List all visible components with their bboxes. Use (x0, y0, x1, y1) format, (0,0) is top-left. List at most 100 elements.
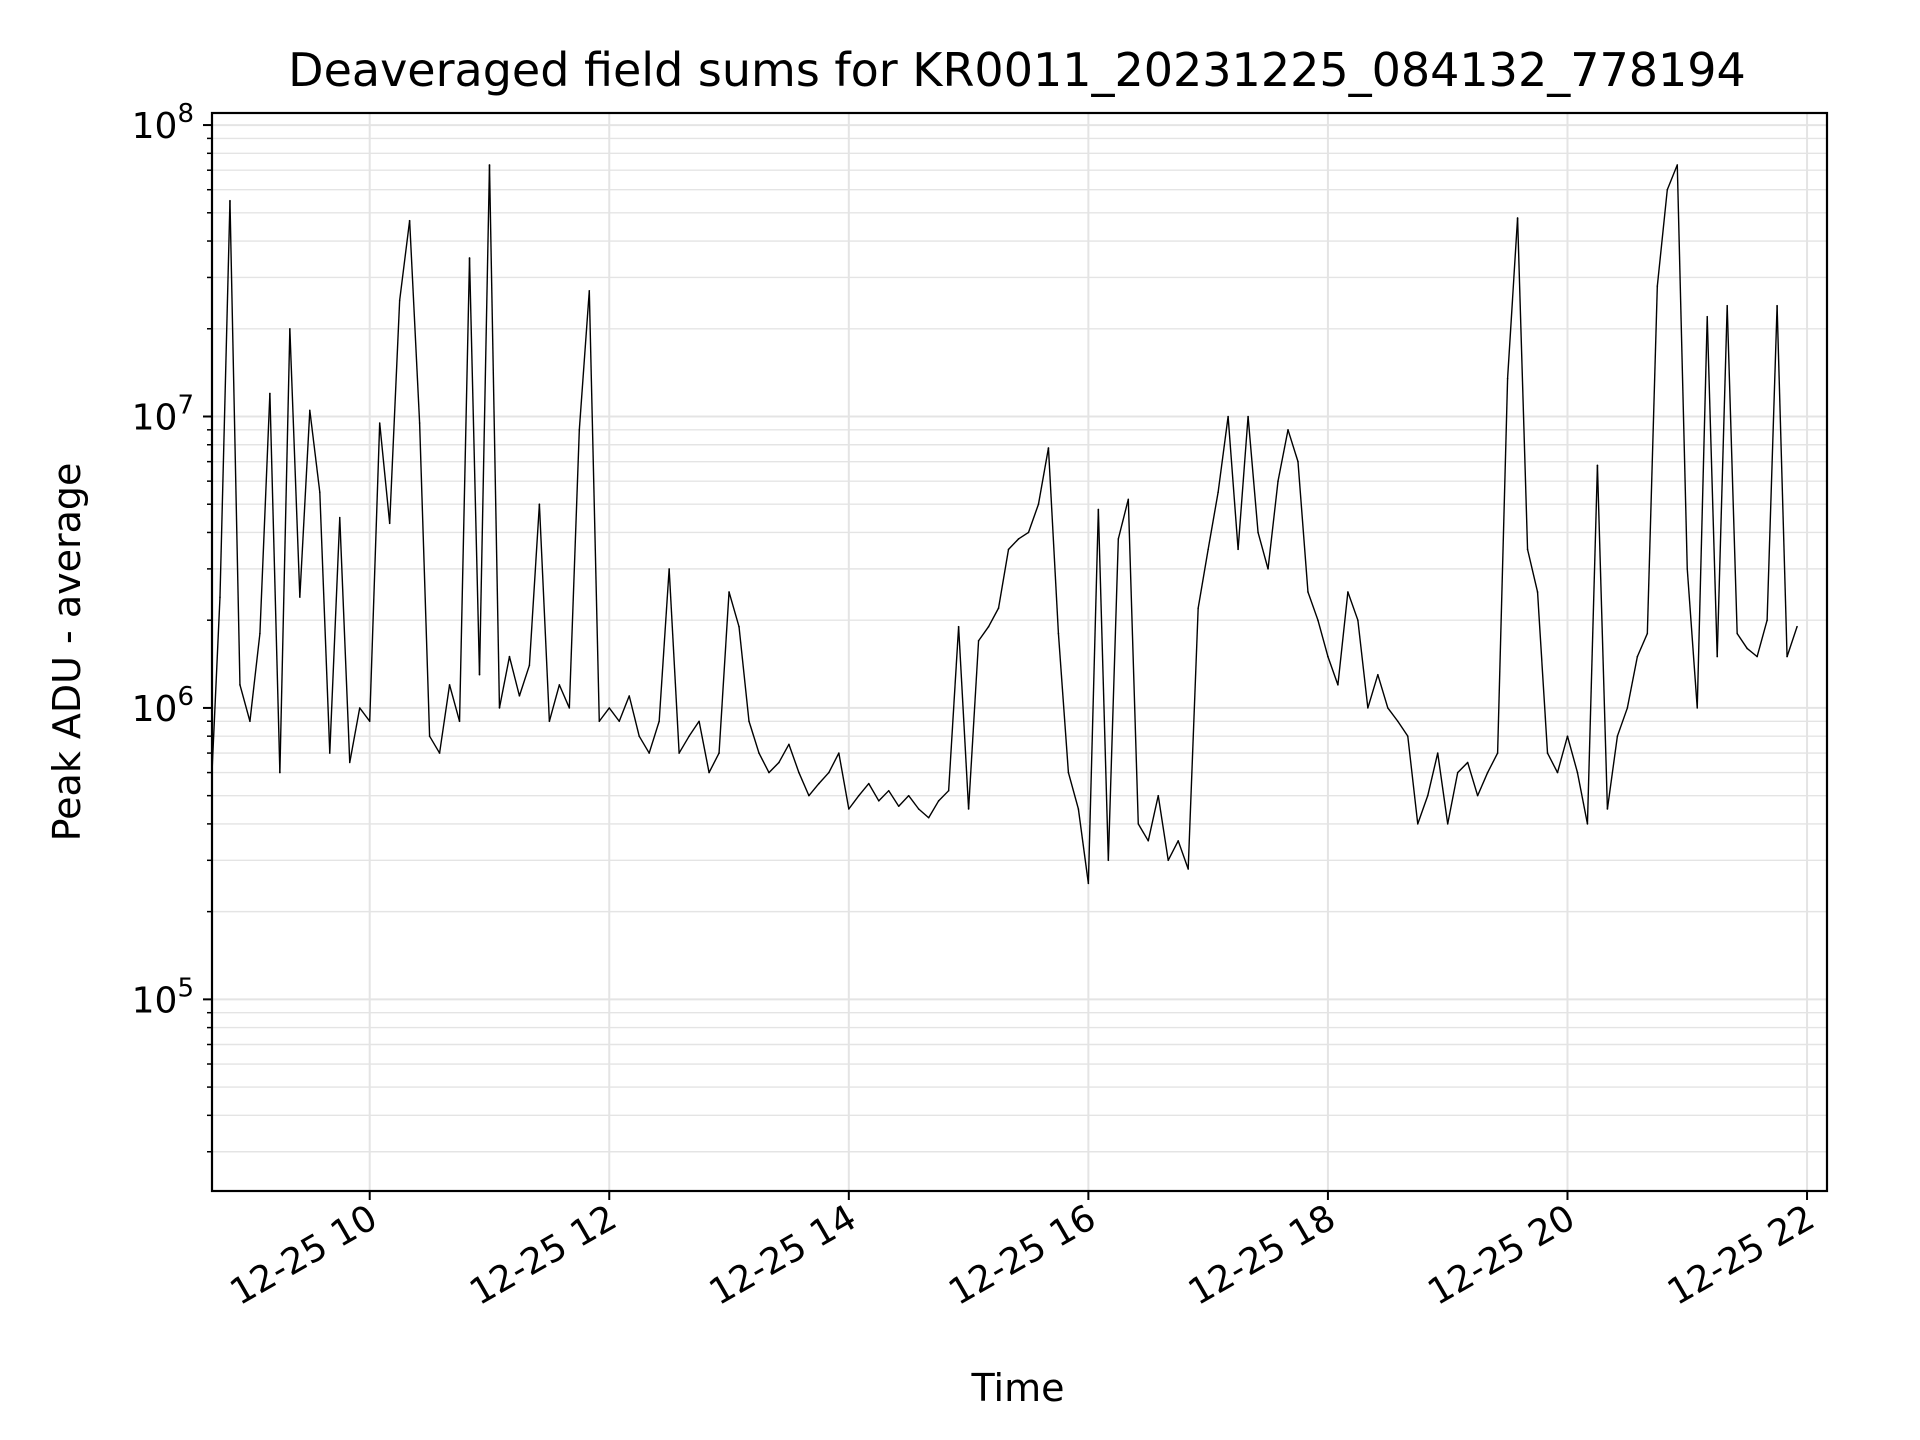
series-line-segment (538, 504, 551, 722)
series-line-segment (1197, 549, 1209, 609)
series-line-segment (259, 393, 271, 634)
series-line-segment (1397, 720, 1409, 737)
series-line-segment (508, 656, 521, 697)
series-line-segment (668, 568, 680, 754)
series-line-segment (1656, 189, 1668, 287)
y-tick-label: 107 (132, 390, 194, 438)
series-line-segment (888, 790, 900, 807)
series-line-segment (1087, 509, 1100, 884)
series-line-segment (868, 783, 880, 802)
series-line-segment (1237, 416, 1249, 550)
series-line-segment (279, 328, 291, 773)
series-line-segment (1546, 752, 1559, 773)
series-line-segment (1257, 532, 1269, 570)
series-line-segment (269, 393, 281, 773)
series-line-segment (1018, 531, 1029, 540)
series-line-segment (658, 568, 670, 722)
series-line-segment (1407, 736, 1419, 824)
series-line-segment (468, 257, 481, 675)
series-line-segment (1736, 633, 1748, 649)
series-line-segment (1686, 568, 1698, 708)
series-line-segment (1297, 461, 1309, 593)
series-line-segment (448, 684, 461, 722)
series-line-segment (608, 707, 620, 722)
series-line-segment (408, 220, 421, 424)
series-line-segment (1097, 509, 1110, 861)
series-line-segment (339, 517, 351, 763)
series-line-segment (1367, 674, 1379, 709)
series-line-segment (1307, 591, 1319, 621)
series-line-segment (1477, 772, 1489, 796)
series-line-segment (588, 290, 600, 722)
series-line-segment (369, 422, 381, 722)
series-line-segment (947, 626, 960, 791)
series-line-segment (718, 591, 730, 754)
series-line-segment (768, 761, 780, 774)
series-line-segment (1177, 840, 1189, 870)
series-line-segment (967, 640, 980, 810)
series-line-segment (728, 591, 740, 627)
series-line-segment (1716, 305, 1728, 657)
series-line-segment (1706, 316, 1718, 657)
series-line-segment (1347, 591, 1359, 621)
series-line-segment (928, 800, 940, 819)
series-line-segment (319, 492, 331, 754)
series-line-segment (1247, 416, 1259, 533)
series-line-segment (1506, 217, 1519, 379)
series-line-segment (219, 200, 231, 598)
series-line-segment (838, 752, 850, 810)
series-line-segment (1327, 656, 1339, 686)
series-line-segment (678, 735, 690, 754)
series-line-segment (1227, 416, 1239, 550)
series-line-segment (378, 422, 391, 524)
series-line-segment (1646, 286, 1659, 634)
series-line-segment (1107, 538, 1120, 861)
series-line-segment (808, 783, 820, 797)
series-line-segment (359, 707, 371, 722)
series-line-segment (618, 695, 630, 722)
x-axis-label: Time (971, 1366, 1065, 1410)
grid-lines (212, 113, 1827, 1191)
series-line-segment (1157, 795, 1169, 861)
series-line-segment (1566, 735, 1579, 773)
series-line-segment (738, 626, 750, 722)
series-layer (212, 164, 1798, 885)
series-line-segment (518, 665, 531, 697)
series-line-segment (1756, 620, 1768, 657)
series-line-segment (957, 626, 970, 810)
series-line-segment (239, 684, 251, 722)
plot-frame (210, 111, 1829, 1193)
series-line-segment (1277, 429, 1289, 482)
series-line-segment (648, 721, 660, 754)
series-line-segment (628, 695, 640, 737)
series-line-segment (1127, 499, 1139, 824)
series-line-segment (1037, 447, 1050, 505)
series-line-segment (778, 744, 790, 763)
series-line-segment (388, 300, 401, 524)
series-line-segment (398, 220, 411, 301)
series-line-segment (818, 772, 830, 785)
series-line-segment (1287, 429, 1299, 462)
series-line-segment (1207, 492, 1219, 550)
series-line-segment (708, 752, 720, 773)
y-tick-label: 105 (132, 973, 194, 1021)
series-line-segment (1596, 465, 1609, 810)
series-line-segment (788, 744, 800, 773)
series-line-segment (478, 164, 491, 675)
series-line-segment (1447, 772, 1459, 825)
series-line-segment (898, 795, 910, 807)
series-line-segment (1217, 416, 1229, 493)
series-line-segment (309, 410, 321, 493)
chart-title: Deaveraged field sums for KR0011_2023122… (288, 43, 1746, 97)
series-line-segment (1616, 707, 1629, 737)
series-line-segment (1377, 674, 1389, 709)
series-line-segment (428, 735, 441, 754)
y-tick-label: 108 (132, 99, 194, 147)
series-line-segment (249, 633, 261, 722)
series-line-segment (299, 410, 311, 598)
series-line-segment (987, 607, 1000, 628)
y-axis: 105 106 107 108 (132, 99, 212, 1153)
series-line-segment (1726, 305, 1738, 634)
series-line-segment (918, 808, 930, 819)
